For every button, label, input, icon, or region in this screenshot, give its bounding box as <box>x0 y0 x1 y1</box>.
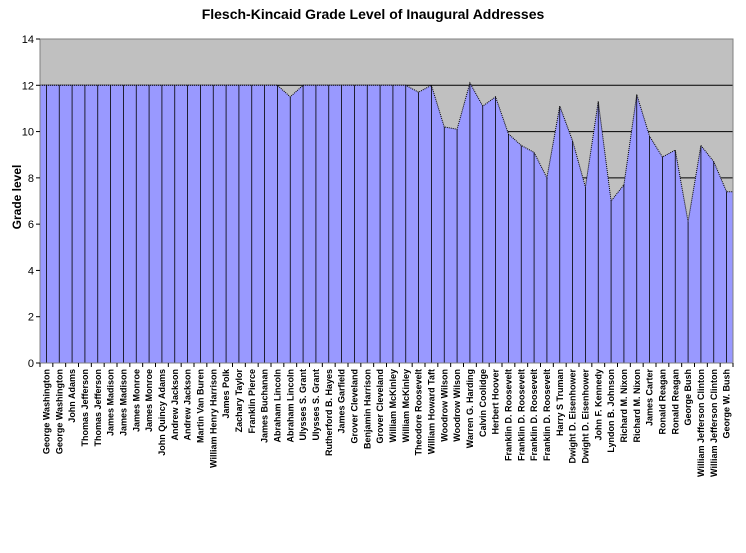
x-tick-label: Ronald Reagan <box>670 369 680 435</box>
x-tick-label: George Bush <box>683 369 693 426</box>
x-tick-label: Zachary Taylor <box>234 369 244 433</box>
y-tick-label: 10 <box>22 127 34 139</box>
x-tick-label: Woodrow Wilson <box>452 369 462 442</box>
x-tick-label: Lyndon B. Johnson <box>606 369 616 453</box>
y-tick-label: 2 <box>28 312 34 324</box>
x-tick-label: Thomas Jefferson <box>80 369 90 447</box>
series-top-line <box>40 81 733 222</box>
x-tick-label: James Carter <box>645 369 655 427</box>
x-tick-label: Ulysses S. Grant <box>311 369 321 441</box>
x-tick-label: Calvin Coolidge <box>478 369 488 437</box>
x-tick-label: James Garfield <box>337 369 347 434</box>
y-tick-labels: 0 2 4 6 8 10 12 14 <box>22 34 40 370</box>
x-tick-label: William Jefferson Clinton <box>709 369 719 477</box>
x-tick-label: Ulysses S. Grant <box>298 369 308 441</box>
x-tick-label: Franklin D. Roosevelt <box>516 369 526 461</box>
x-tick-label: Richard M. Nixon <box>632 369 642 443</box>
x-tick-label: William Jefferson Clinton <box>696 369 706 477</box>
x-tick-label: George W. Bush <box>722 369 732 439</box>
x-tick-label: George Washington <box>41 369 51 454</box>
x-tick-label: Woodrow Wilson <box>439 369 449 442</box>
y-tick-label: 8 <box>28 173 34 185</box>
x-tick-label: William McKinley <box>388 369 398 442</box>
x-tick-label: Franklin Pierce <box>247 369 257 434</box>
x-tick-label: Thomas Jefferson <box>93 369 103 447</box>
x-tick-label: Abraham Lincoln <box>285 369 295 443</box>
x-tick-label: Herbert Hoover <box>491 369 501 435</box>
x-tick-label: John F. Kennedy <box>593 369 603 441</box>
x-tick-label: James Buchanan <box>260 369 270 443</box>
x-tick-label: Franklin D. Roosevelt <box>529 369 539 461</box>
x-tick-label: Andrew Jackson <box>183 369 193 441</box>
x-tick-label: Rutherford B. Hayes <box>324 369 334 456</box>
x-tick-label: Grover Cleveland <box>375 369 385 444</box>
x-tick-label: Martin Van Buren <box>195 369 205 443</box>
x-tick-label: Franklin D. Roosevelt <box>542 369 552 461</box>
x-tick-label: Franklin D. Roosevelt <box>503 369 513 461</box>
category-separators <box>46 82 727 363</box>
x-tick-label: Ronald Reagan <box>657 369 667 435</box>
x-tick-label: James Monroe <box>144 369 154 432</box>
x-tick-label: James Monroe <box>131 369 141 432</box>
x-tick-label: Dwight D. Eisenhower <box>568 369 578 464</box>
y-tick-label: 12 <box>22 80 34 92</box>
y-tick-label: 6 <box>28 219 34 231</box>
x-tick-label: William Howard Taft <box>426 369 436 454</box>
x-tick-label: Benjamin Harrison <box>362 369 372 449</box>
x-tick-label: Dwight D. Eisenhower <box>580 369 590 464</box>
x-tick-label: James Madison <box>118 369 128 436</box>
x-tick-label: George Washington <box>54 369 64 454</box>
x-tick-label: John Adams <box>67 369 77 423</box>
x-tick-label: Richard M. Nixon <box>619 369 629 443</box>
x-tick-labels: George Washington George Washington John A… <box>39 363 734 477</box>
x-tick-label: Abraham Lincoln <box>272 369 282 443</box>
x-tick-label: Theodore Roosevelt <box>414 369 424 456</box>
x-tick-label: Grover Cleveland <box>349 369 359 444</box>
y-tick-label: 0 <box>28 358 34 370</box>
chart-title: Flesch-Kincaid Grade Level of Inaugural … <box>201 6 545 22</box>
x-tick-label: Harry S Truman <box>555 369 565 436</box>
y-axis-label: Grade level <box>10 164 24 230</box>
y-tick-label: 4 <box>28 265 34 277</box>
x-tick-label: Warren G. Harding <box>465 369 475 448</box>
x-tick-label: James Madison <box>106 369 116 436</box>
x-tick-label: William Henry Harrison <box>208 369 218 468</box>
x-tick-label: James Polk <box>221 368 231 419</box>
x-tick-label: John Quincy Adams <box>157 369 167 456</box>
x-tick-label: Andrew Jackson <box>170 369 180 441</box>
y-tick-label: 14 <box>22 34 34 46</box>
x-tick-label: William McKinley <box>401 369 411 442</box>
